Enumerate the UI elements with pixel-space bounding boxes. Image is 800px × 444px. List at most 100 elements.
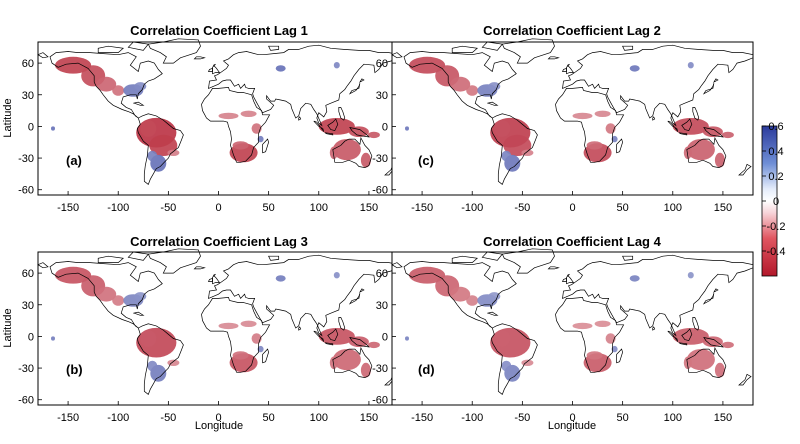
coastline bbox=[262, 348, 269, 364]
coastline bbox=[692, 317, 700, 331]
panel-title: Correlation Coefficient Lag 1 bbox=[130, 23, 308, 38]
colorbar-tick-label: 0.2 bbox=[768, 171, 783, 183]
coastline bbox=[262, 138, 269, 154]
coastline bbox=[268, 255, 280, 261]
coastline bbox=[712, 78, 719, 84]
y-axis-label: Latitude bbox=[2, 98, 14, 137]
correlation-blob bbox=[714, 362, 725, 378]
coastline bbox=[451, 45, 479, 53]
correlation-blob bbox=[586, 351, 603, 360]
coastline bbox=[332, 136, 373, 168]
colorbar-tick-label: 0.4 bbox=[768, 146, 783, 158]
coastline bbox=[403, 261, 517, 329]
correlation-blob bbox=[275, 275, 286, 282]
x-tick-label: -50 bbox=[160, 202, 176, 214]
coastline bbox=[298, 326, 302, 331]
coastline bbox=[667, 330, 679, 342]
x-tick-label: 50 bbox=[617, 412, 629, 424]
x-tick-label: 0 bbox=[215, 202, 221, 214]
coastline bbox=[616, 138, 623, 154]
y-tick-label: 0 bbox=[382, 121, 388, 133]
coastline bbox=[136, 323, 184, 395]
correlation-blob bbox=[333, 272, 340, 279]
x-tick-label: -150 bbox=[411, 202, 433, 214]
correlation-blob bbox=[594, 110, 611, 118]
correlation-blob bbox=[686, 139, 715, 161]
correlation-blob bbox=[466, 85, 479, 96]
coastline bbox=[268, 45, 280, 51]
correlation-blob bbox=[348, 126, 369, 137]
x-tick-label: 100 bbox=[310, 202, 328, 214]
correlation-blob bbox=[367, 131, 380, 139]
coastline bbox=[562, 254, 754, 337]
correlation-blob bbox=[329, 356, 338, 370]
x-tick-label: -100 bbox=[107, 202, 129, 214]
x-tick-label: 50 bbox=[617, 202, 629, 214]
y-tick-label: -60 bbox=[18, 395, 34, 407]
coastline bbox=[686, 136, 727, 168]
coastline bbox=[97, 45, 125, 53]
coastline bbox=[566, 63, 575, 75]
colorbar-tick-label: -0.4 bbox=[767, 246, 786, 258]
correlation-blob bbox=[333, 61, 340, 69]
correlation-blob bbox=[112, 295, 125, 306]
coastline bbox=[652, 116, 656, 121]
y-tick-label: 30 bbox=[376, 90, 388, 102]
coastline bbox=[358, 78, 365, 84]
x-tick-label: 150 bbox=[714, 412, 732, 424]
x-tick-label: 0 bbox=[215, 412, 221, 424]
correlation-blob bbox=[721, 131, 734, 139]
coastline bbox=[391, 52, 403, 59]
correlation-blob bbox=[683, 146, 692, 160]
x-tick-label: 100 bbox=[664, 202, 682, 214]
panel-lag4: Correlation Coefficient Lag 4 (d) Longit… bbox=[372, 234, 754, 432]
panel-lag2: Correlation Coefficient Lag 2 (c) 60300-… bbox=[372, 23, 754, 214]
x-tick-labels: -150 -100 -50 0 50 100 150 bbox=[411, 401, 732, 424]
coastline bbox=[667, 120, 679, 132]
correlation-blob bbox=[450, 76, 471, 92]
correlation-blob bbox=[572, 112, 593, 120]
correlation-blob bbox=[488, 82, 501, 91]
panel-title: Correlation Coefficient Lag 3 bbox=[130, 234, 308, 249]
coastline bbox=[692, 107, 700, 121]
correlation-blob bbox=[275, 65, 286, 72]
correlation-blob bbox=[332, 139, 361, 161]
y-tick-labels: 60 30 0 -30 -60 bbox=[372, 268, 396, 407]
coastline bbox=[487, 101, 499, 106]
correlation-blob bbox=[240, 110, 257, 118]
correlation-blob bbox=[683, 356, 692, 370]
correlation-blob bbox=[140, 120, 157, 137]
correlation-blob bbox=[702, 336, 723, 348]
coastline bbox=[481, 251, 503, 261]
correlation-blob bbox=[332, 349, 361, 371]
coastline bbox=[616, 348, 623, 364]
correlation-blob bbox=[147, 360, 158, 372]
coastline bbox=[208, 254, 400, 337]
coastline bbox=[193, 56, 206, 60]
y-tick-label: 30 bbox=[376, 300, 388, 312]
y-tick-label: 30 bbox=[22, 90, 34, 102]
x-tick-label: 100 bbox=[664, 412, 682, 424]
coastline bbox=[127, 41, 149, 51]
correlation-blob bbox=[450, 286, 471, 302]
coastline bbox=[566, 273, 575, 285]
coastline bbox=[703, 126, 724, 138]
panel-title: Correlation Coefficient Lag 2 bbox=[483, 23, 661, 38]
x-tick-label: -100 bbox=[461, 412, 483, 424]
y-tick-label: -30 bbox=[372, 153, 388, 165]
coastline bbox=[349, 336, 370, 348]
correlation-blob bbox=[494, 120, 511, 137]
correlation-blob bbox=[218, 322, 239, 330]
x-tick-label: -50 bbox=[514, 412, 530, 424]
coastline bbox=[201, 297, 271, 373]
coastline bbox=[678, 132, 688, 136]
correlation-blob bbox=[367, 341, 380, 349]
coastline bbox=[391, 262, 403, 269]
coastline bbox=[490, 323, 538, 395]
panel-tag: (d) bbox=[418, 362, 435, 377]
coastline bbox=[207, 67, 213, 72]
x-tick-label: -150 bbox=[57, 412, 79, 424]
x-tick-label: 100 bbox=[310, 412, 328, 424]
y-tick-labels: 60 30 0 -30 -60 bbox=[18, 268, 42, 407]
coastline bbox=[327, 328, 339, 342]
